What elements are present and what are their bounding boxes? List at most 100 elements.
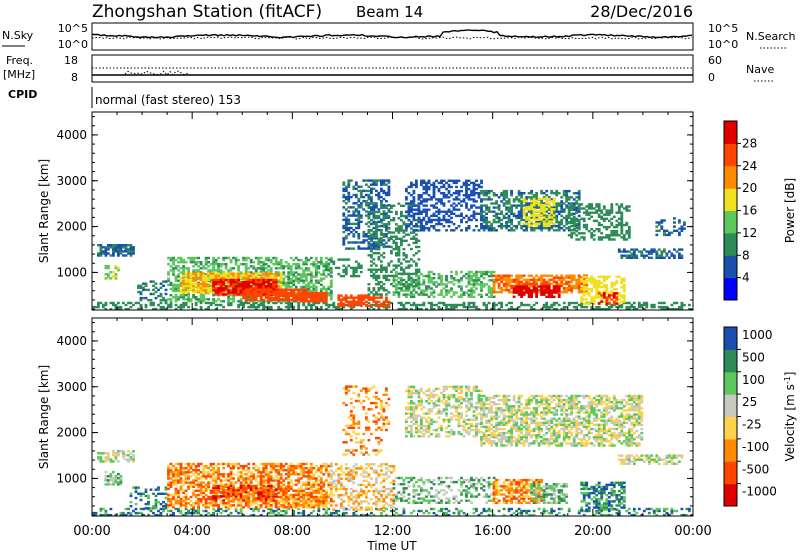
heatmap-cell [202, 298, 205, 301]
heatmap-cell [442, 214, 446, 218]
heatmap-cell [495, 212, 498, 215]
heatmap-cell [412, 281, 416, 284]
heatmap-cell [124, 303, 128, 307]
heatmap-cell [114, 513, 118, 517]
heatmap-cell [550, 220, 554, 223]
heatmap-cell [422, 289, 426, 292]
heatmap-cell [354, 241, 358, 244]
heatmap-cell [427, 272, 431, 276]
heatmap-cell [214, 283, 218, 286]
heatmap-cell [297, 267, 301, 270]
heatmap-cell [217, 269, 220, 272]
heatmap-cell [555, 276, 559, 279]
heatmap-cell [237, 276, 240, 279]
heatmap-cell [194, 261, 198, 264]
heatmap-cell [139, 292, 143, 296]
heatmap-cell [430, 204, 433, 207]
heatmap-cell [612, 232, 616, 235]
heatmap-cell [532, 307, 536, 311]
heatmap-cell [304, 273, 308, 276]
heatmap-cell [342, 296, 346, 299]
heatmap-cell [557, 289, 561, 292]
heatmap-cell [397, 254, 401, 257]
heatmap-cell [447, 183, 451, 187]
heatmap-cell [227, 285, 230, 288]
heatmap-cell [182, 303, 185, 307]
heatmap-cell [390, 219, 393, 222]
heatmap-cell [292, 290, 296, 293]
heatmap-cell [367, 283, 371, 286]
heatmap-cell [527, 293, 531, 296]
heatmap-cell [497, 218, 501, 222]
heatmap-cell [415, 183, 418, 187]
heatmap-cell [259, 256, 263, 260]
heatmap-cell [577, 207, 581, 210]
heatmap-cell [517, 216, 521, 220]
heatmap-cell [560, 282, 564, 286]
heatmap-cell [557, 202, 561, 205]
heatmap-cell [362, 247, 366, 250]
heatmap-cell [319, 256, 323, 260]
heatmap-cell [267, 274, 271, 277]
heatmap-cell [124, 246, 128, 249]
noise-left-tick-top: 10^5 [58, 22, 88, 35]
heatmap-cell [114, 246, 118, 249]
heatmap-cell [487, 270, 491, 274]
heatmap-cell [590, 296, 594, 299]
heatmap-cell [460, 303, 463, 307]
heatmap-cell [587, 279, 591, 283]
heatmap-cell [284, 294, 288, 297]
heatmap-cell [470, 279, 473, 282]
heatmap-cell [635, 254, 639, 257]
heatmap-cell [214, 307, 218, 311]
heatmap-cell [560, 274, 564, 277]
heatmap-cell [299, 277, 303, 280]
heatmap-cell [502, 192, 506, 195]
heatmap-cell [199, 298, 203, 301]
heatmap-cell [597, 292, 601, 295]
heatmap-cell [365, 222, 368, 226]
heatmap-cell [547, 201, 551, 205]
heatmap-cell [517, 282, 521, 286]
beam-label: Beam 14 [356, 3, 423, 21]
heatmap-cell [565, 282, 569, 286]
heatmap-cell [432, 196, 436, 199]
heatmap-cell [314, 256, 318, 260]
heatmap-cell [217, 303, 220, 307]
heatmap-cell [262, 276, 266, 279]
heatmap-cell [447, 220, 451, 224]
heatmap-cell [259, 261, 263, 264]
heatmap-cell [214, 269, 218, 272]
heatmap-cell [612, 281, 616, 285]
heatmap-cell [507, 288, 511, 292]
heatmap-cell [615, 230, 619, 233]
heatmap-cell [367, 202, 371, 205]
heatmap-cell [294, 265, 298, 268]
heatmap-cell [227, 269, 230, 272]
heatmap-cell [264, 272, 268, 275]
heatmap-cell [129, 301, 133, 305]
heatmap-cell [610, 203, 614, 206]
heatmap-cell [112, 244, 115, 247]
heatmap-cell [570, 274, 574, 277]
heatmap-cell [294, 291, 298, 295]
heatmap-cell [187, 280, 190, 284]
heatmap-cell [422, 301, 426, 305]
heatmap-cell [159, 299, 163, 302]
heatmap-cell [482, 189, 486, 193]
heatmap-cell [272, 276, 276, 279]
heatmap-cell [480, 272, 483, 276]
heatmap-cell [610, 298, 614, 301]
heatmap-cell [322, 269, 326, 272]
heatmap-cell [254, 290, 258, 293]
heatmap-cell [385, 226, 388, 230]
heatmap-cell [502, 204, 506, 207]
heatmap-cell [477, 192, 481, 195]
heatmap-cell [367, 254, 371, 257]
heatmap-cell [400, 289, 403, 292]
heatmap-cell [577, 198, 581, 201]
heatmap-cell [457, 303, 461, 307]
heatmap-cell [575, 238, 579, 241]
heatmap-cell [415, 245, 418, 249]
heatmap-cell [417, 220, 421, 224]
